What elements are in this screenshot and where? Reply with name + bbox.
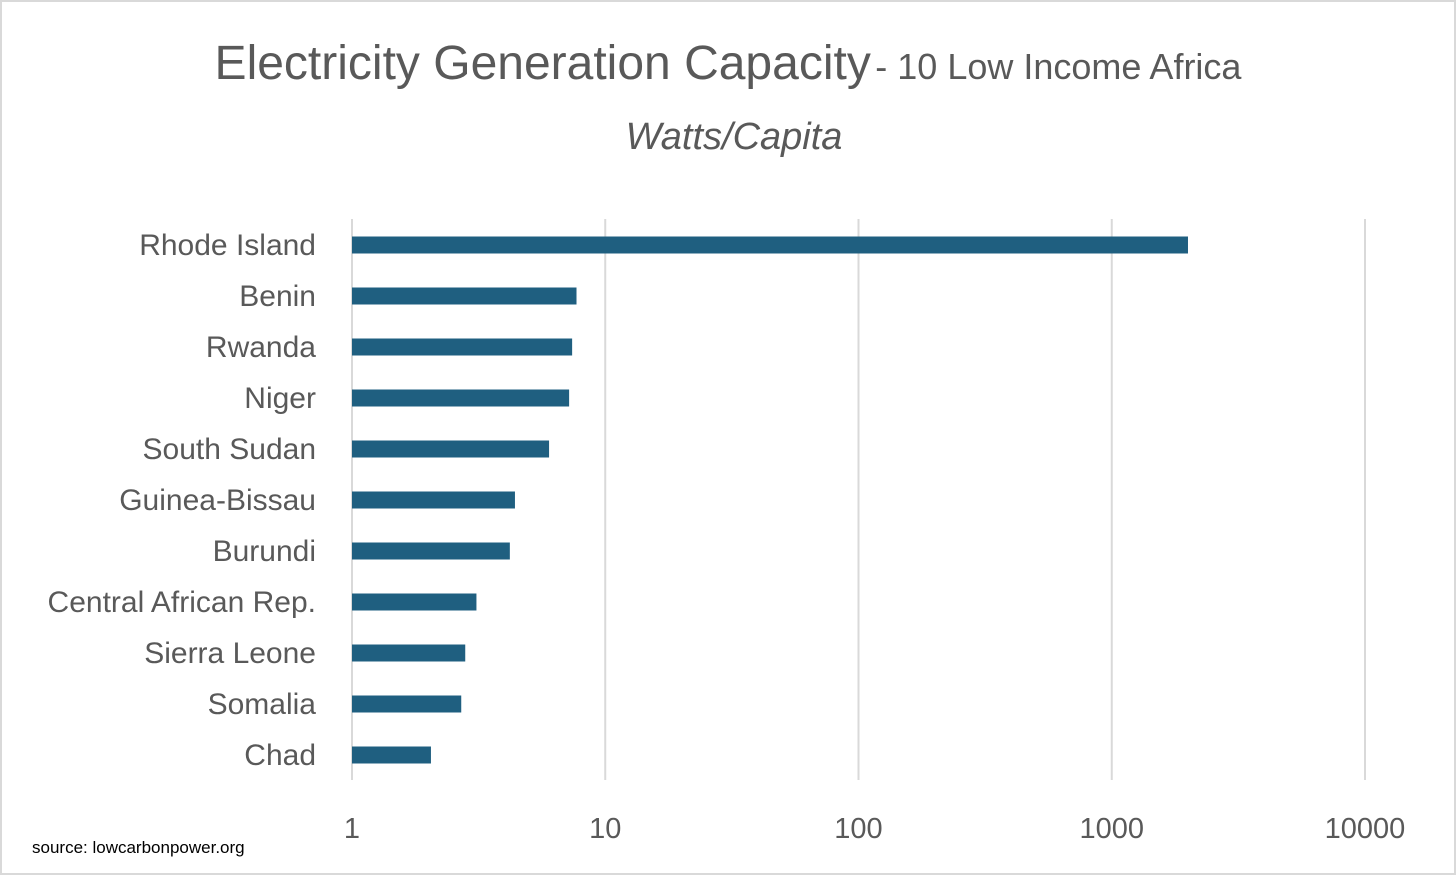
category-label: Niger <box>244 382 316 415</box>
source-note: source: lowcarbonpower.org <box>32 838 245 857</box>
chart-title-suffix: - 10 Low Income Africa <box>875 46 1242 87</box>
bar <box>352 644 466 662</box>
bar <box>352 593 477 611</box>
bar <box>352 695 462 713</box>
chart-subtitle: Watts/Capita <box>625 116 843 158</box>
x-tick-label: 10000 <box>1325 813 1406 845</box>
category-label: Benin <box>239 280 316 313</box>
category-label: Guinea-Bissau <box>119 484 316 517</box>
x-tick-label: 100 <box>834 813 882 845</box>
bar <box>352 440 550 458</box>
category-labels: Rhode Island Benin Rwanda Niger South Sudan G… <box>48 229 317 772</box>
bar <box>352 491 515 509</box>
category-label: South Sudan <box>143 433 316 466</box>
x-tick-label: 10 <box>589 813 621 845</box>
bar <box>352 389 570 407</box>
bar <box>352 746 431 764</box>
category-label: Burundi <box>213 535 316 568</box>
x-tick-label: 1000 <box>1079 813 1144 845</box>
x-tick-labels: 1 10 100 1000 10000 <box>344 813 1405 845</box>
bar <box>352 338 573 356</box>
chart-title: Electricity Generation Capacity - 10 Low… <box>0 36 1456 91</box>
bars <box>352 236 1188 764</box>
x-tick-label: 1 <box>344 813 360 845</box>
category-label: Sierra Leone <box>144 637 316 670</box>
category-label: Somalia <box>208 688 317 721</box>
category-label: Chad <box>244 739 316 772</box>
chart-title-main: Electricity Generation Capacity <box>214 37 871 90</box>
category-label: Central African Rep. <box>48 586 316 619</box>
category-label: Rhode Island <box>139 229 316 262</box>
bar <box>352 542 510 560</box>
bar <box>352 236 1188 254</box>
bar <box>352 287 577 305</box>
category-label: Rwanda <box>206 331 316 364</box>
